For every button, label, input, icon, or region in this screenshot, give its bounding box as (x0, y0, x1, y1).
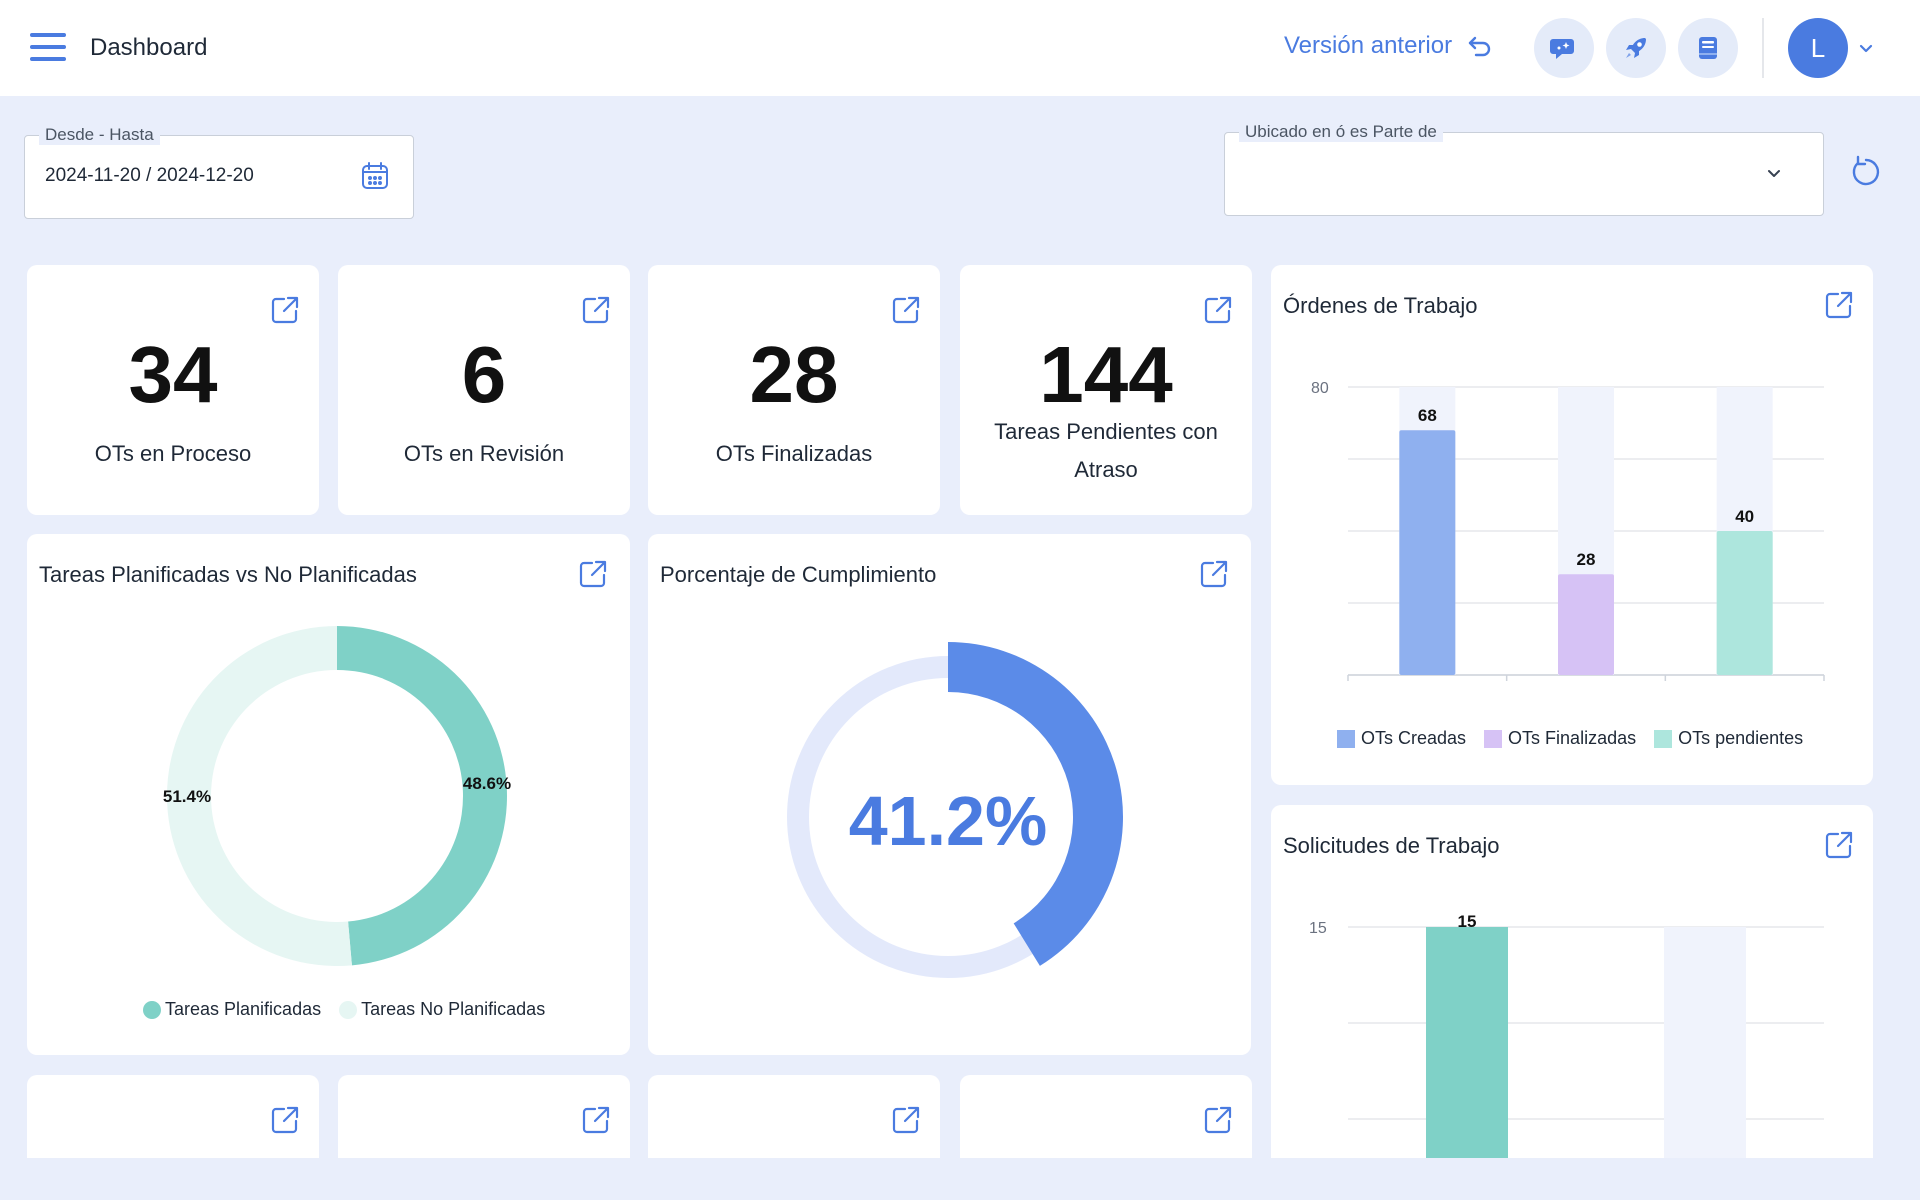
external-link-icon[interactable] (1197, 557, 1231, 591)
top-bar: Dashboard Versión anterior L (0, 0, 1920, 96)
planned-donut-chart: 48.6% 51.4% (163, 626, 511, 966)
rocket-icon (1626, 38, 1646, 58)
bottom-fade (0, 1158, 1920, 1200)
chat-sparkle-icon (1550, 39, 1574, 59)
page-title: Dashboard (90, 34, 208, 61)
orders-legend: OTs Creadas OTs Finalizadas OTs pendient… (1337, 728, 1821, 749)
refresh-icon[interactable] (1848, 154, 1884, 190)
donut-slice (337, 626, 508, 966)
bar (1716, 531, 1773, 675)
requests-bar-chart: 15 15 (1309, 912, 1824, 1200)
planned-card-title: Tareas Planificadas vs No Planificadas (39, 562, 417, 587)
requests-card: Solicitudes de Trabajo 15 15 (1271, 805, 1873, 1200)
external-link-icon[interactable] (889, 293, 923, 327)
external-link-icon[interactable] (1201, 1103, 1235, 1137)
compliance-card-title: Porcentaje de Cumplimiento (660, 562, 937, 587)
requests-card-title: Solicitudes de Trabajo (1283, 833, 1500, 858)
legend-item: Tareas Planificadas (143, 999, 321, 1020)
external-link-icon[interactable] (889, 1103, 923, 1137)
y-tick-label: 80 (1311, 380, 1329, 397)
external-link-icon[interactable] (576, 557, 610, 591)
kpi-label: OTs en Revisión (403, 441, 565, 466)
legend-item: OTs pendientes (1654, 728, 1803, 749)
legend-label: Tareas Planificadas (165, 999, 322, 1019)
slice-label: 48.6% (463, 774, 511, 793)
undo-icon (1468, 36, 1491, 57)
calendar-icon[interactable] (359, 160, 391, 192)
legend-item: OTs Creadas (1337, 728, 1466, 749)
legend-label: OTs Finalizadas (1508, 728, 1637, 748)
data-label: 68 (1418, 406, 1437, 425)
manual-button[interactable] (1678, 18, 1738, 78)
kpi-card-ots-en-revision: 6 OTs en Revisión (338, 265, 630, 515)
data-label: 28 (1577, 550, 1596, 569)
location-select[interactable]: Ubicado en ó es Parte de (1224, 122, 1824, 216)
y-tick-label: 15 (1309, 920, 1327, 937)
date-range-field[interactable]: Desde - Hasta 2024-11-20 / 2024-12-20 (24, 125, 414, 219)
data-label: 15 (1458, 912, 1477, 931)
bar (1426, 927, 1508, 1200)
orders-bar-chart: 80 68 28 40 (1311, 380, 1825, 681)
planned-tasks-card: Tareas Planificadas vs No Planificadas 4… (27, 534, 630, 1055)
header-divider (1762, 18, 1764, 78)
external-link-icon[interactable] (1822, 828, 1856, 862)
kpi-value: 144 (1039, 330, 1173, 419)
kpi-label: OTs en Proceso (94, 441, 252, 466)
legend-label: OTs Creadas (1361, 728, 1467, 748)
chevron-down-icon (1768, 170, 1780, 177)
gauge-value-text: 41.2% (849, 782, 1047, 860)
menu-icon[interactable] (30, 33, 66, 61)
gauge-value-arc (948, 642, 1123, 966)
external-link-icon[interactable] (579, 1103, 613, 1137)
previous-version-label: Versión anterior (1284, 32, 1453, 59)
chevron-down-icon[interactable] (1856, 38, 1876, 58)
orders-card: Órdenes de Trabajo 80 68 28 40 OTs Creadas … (1271, 265, 1873, 785)
kpi-value: 6 (461, 330, 507, 419)
planned-legend: Tareas Planificadas Tareas No Planificad… (143, 999, 563, 1020)
legend-item: OTs Finalizadas (1484, 728, 1636, 749)
chat-ai-button[interactable] (1534, 18, 1594, 78)
kpi-card-tareas-atraso: 144 Tareas Pendientes con Atraso (960, 265, 1252, 515)
kpi-value: 34 (128, 330, 218, 419)
compliance-gauge: 41.2% (787, 642, 1123, 978)
bar-track (1664, 927, 1746, 1200)
date-range-label: Desde - Hasta (39, 125, 160, 145)
kpi-label: OTs Finalizadas (715, 441, 873, 466)
date-range-value: 2024-11-20 / 2024-12-20 (45, 165, 254, 186)
data-label: 40 (1735, 507, 1754, 526)
kpi-label: Tareas Pendientes con Atraso (994, 419, 1218, 482)
kpi-card-ots-en-proceso: 34 OTs en Proceso (27, 265, 319, 515)
external-link-icon[interactable] (1201, 293, 1235, 327)
launch-button[interactable] (1606, 18, 1666, 78)
legend-item: Tareas No Planificadas (339, 999, 545, 1020)
external-link-icon[interactable] (1822, 288, 1856, 322)
user-avatar[interactable]: L (1788, 18, 1848, 78)
legend-label: Tareas No Planificadas (361, 999, 546, 1019)
previous-version-link[interactable]: Versión anterior (1284, 32, 1494, 60)
external-link-icon[interactable] (268, 293, 302, 327)
external-link-icon[interactable] (268, 1103, 302, 1137)
legend-label: OTs pendientes (1678, 728, 1804, 748)
kpi-card-ots-finalizadas: 28 OTs Finalizadas (648, 265, 940, 515)
bar (1558, 574, 1614, 675)
kpi-value: 28 (749, 330, 839, 419)
bar (1399, 430, 1456, 675)
compliance-card: Porcentaje de Cumplimiento 41.2% (648, 534, 1251, 1055)
book-icon (1699, 37, 1717, 59)
external-link-icon[interactable] (579, 293, 613, 327)
donut-slice (167, 626, 352, 966)
orders-card-title: Órdenes de Trabajo (1283, 293, 1478, 318)
location-select-label: Ubicado en ó es Parte de (1239, 122, 1443, 142)
slice-label: 51.4% (163, 787, 211, 806)
